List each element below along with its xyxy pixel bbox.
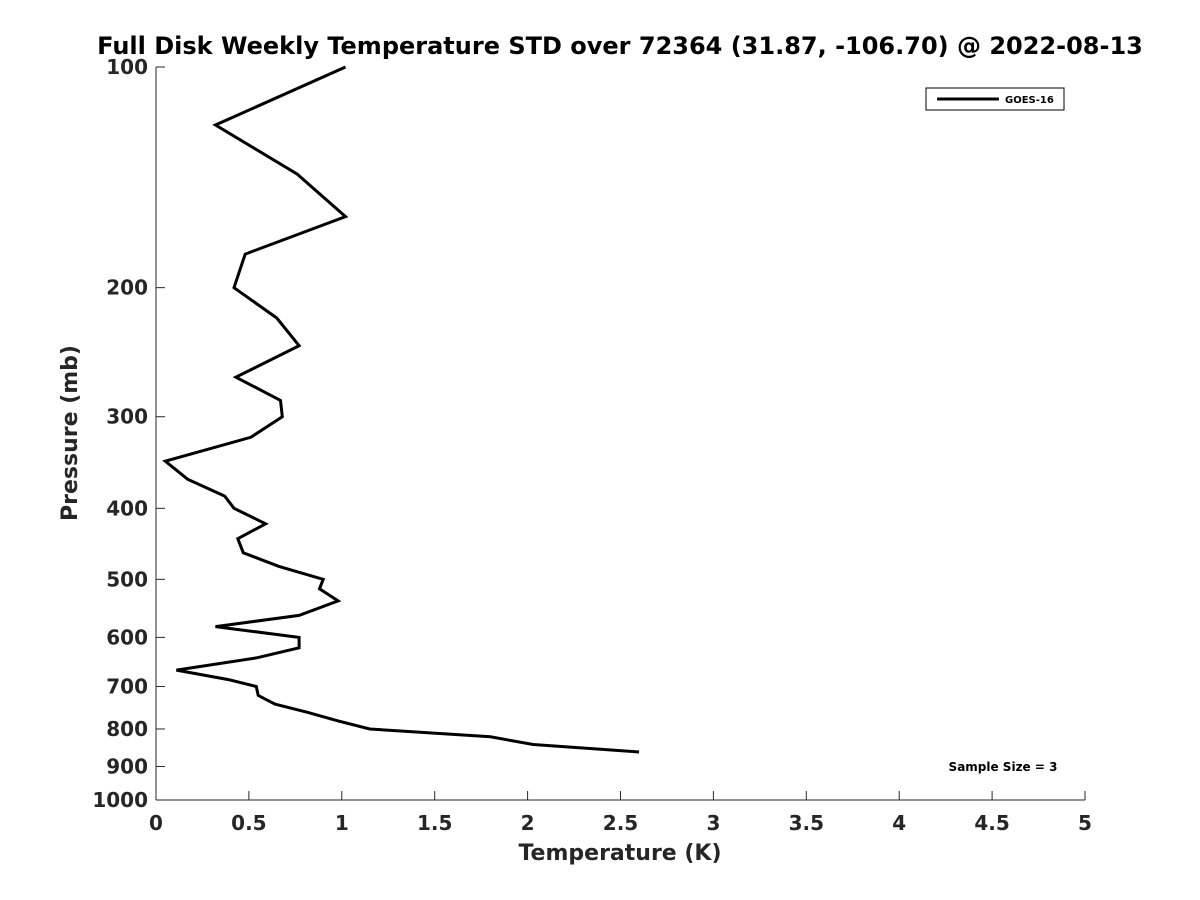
y-tick-label: 600 xyxy=(106,625,148,649)
x-tick-label: 4 xyxy=(892,811,906,835)
chart-title: Full Disk Weekly Temperature STD over 72… xyxy=(97,32,1143,60)
y-tick-label: 900 xyxy=(106,754,148,778)
y-axis-label: Pressure (mb) xyxy=(58,345,83,521)
series-lines xyxy=(162,65,640,754)
legend: GOES-16 xyxy=(925,87,1065,111)
x-axis-label: Temperature (K) xyxy=(518,841,721,866)
y-ticks: 100 200 300 400 500 600 700 800 900 1000 xyxy=(92,55,165,812)
x-tick-label: 3 xyxy=(706,811,720,835)
y-tick-label: 400 xyxy=(106,496,148,520)
y-tick-label: 500 xyxy=(106,567,148,591)
x-ticks: 0 0.5 1 1.5 2 2.5 3 3.5 4 4.5 5 xyxy=(149,791,1092,835)
sample-size-annotation: Sample Size = 3 xyxy=(949,760,1058,774)
x-tick-label: 5 xyxy=(1078,811,1092,835)
x-tick-label: 4.5 xyxy=(974,811,1009,835)
x-tick-label: 2.5 xyxy=(603,811,638,835)
y-tick-label: 800 xyxy=(106,717,148,741)
x-tick-label: 2 xyxy=(521,811,535,835)
x-tick-label: 0.5 xyxy=(231,811,266,835)
x-tick-label: 3.5 xyxy=(789,811,824,835)
y-tick-label: 1000 xyxy=(92,788,148,812)
y-tick-label: 100 xyxy=(106,55,148,79)
y-tick-label: 300 xyxy=(106,405,148,429)
y-tick-label: 700 xyxy=(106,674,148,698)
axes xyxy=(155,67,1085,801)
legend-label-goes-16: GOES-16 xyxy=(1005,95,1054,106)
x-tick-label: 1.5 xyxy=(417,811,452,835)
x-tick-label: 1 xyxy=(335,811,349,835)
series-line-goes-16 xyxy=(162,65,640,754)
x-tick-label: 0 xyxy=(149,811,163,835)
y-tick-label: 200 xyxy=(106,276,148,300)
